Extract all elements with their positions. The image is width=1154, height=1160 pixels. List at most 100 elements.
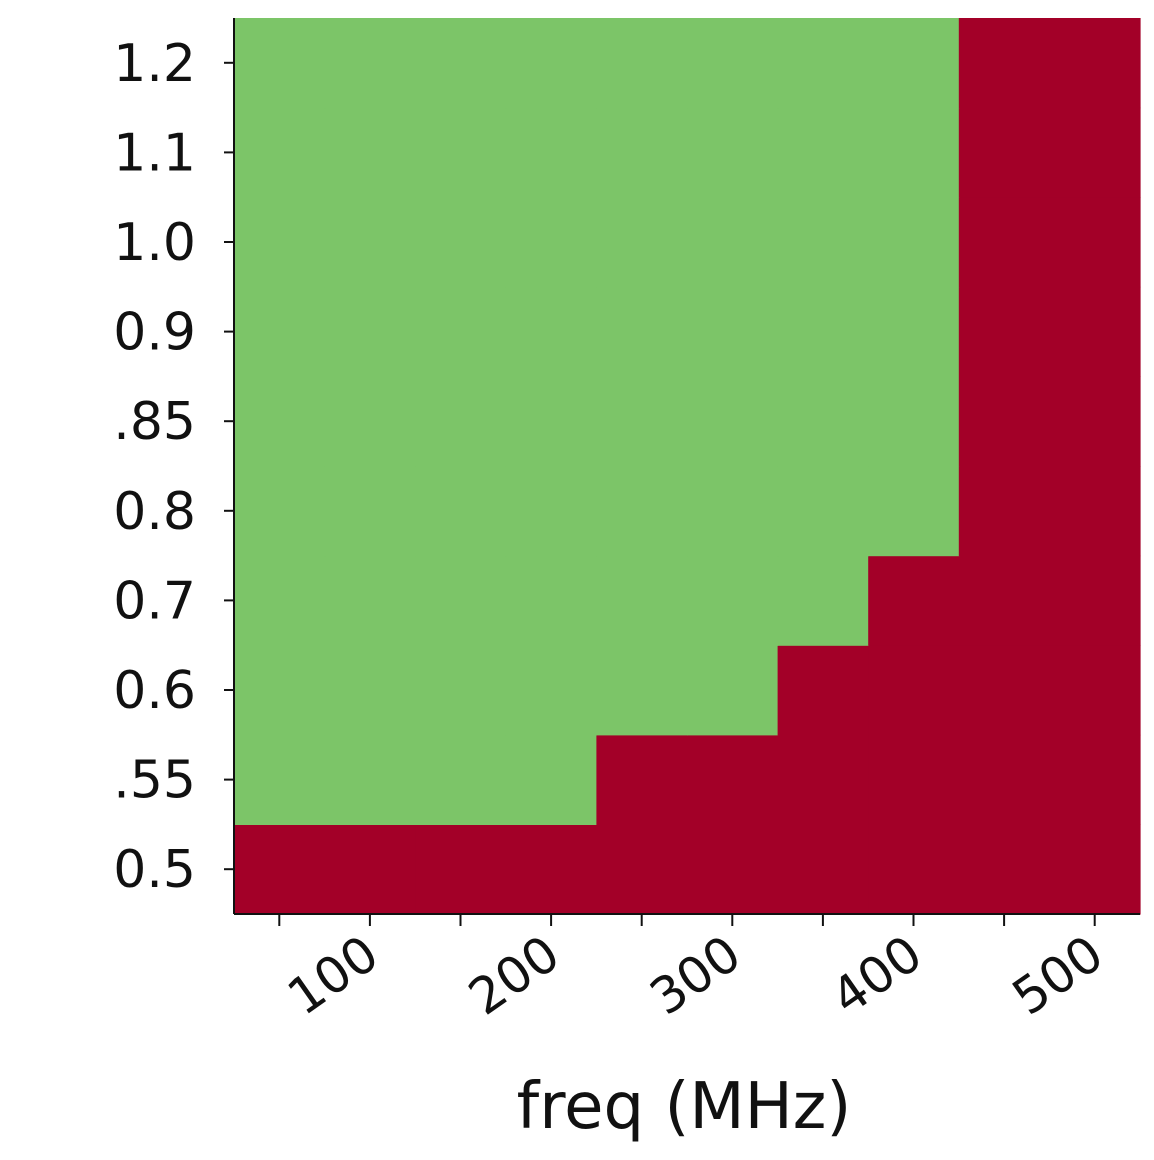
heatmap-cell-pass <box>596 376 688 467</box>
heatmap-cell-fail <box>868 555 960 646</box>
heatmap-cell-fail <box>234 824 326 915</box>
heatmap-cell-fail <box>324 824 416 915</box>
heatmap-cell-pass <box>415 286 507 377</box>
heatmap-cell-fail <box>1049 107 1141 198</box>
heatmap-cell-fail <box>596 734 688 825</box>
x-tick-label: 100 <box>277 924 388 1026</box>
heatmap-cell-pass <box>324 107 416 198</box>
x-tick-label: 300 <box>640 924 751 1026</box>
y-tick-label: .85 <box>113 392 196 452</box>
heatmap-cell-pass <box>868 18 960 109</box>
heatmap-cell-pass <box>505 286 597 377</box>
heatmap-cell-fail <box>958 555 1050 646</box>
heatmap-cell-fail <box>1049 18 1141 109</box>
x-tick-label: 500 <box>1002 924 1113 1026</box>
y-tick-label: 0.7 <box>113 571 196 631</box>
heatmap-cell-fail <box>1049 466 1141 557</box>
heatmap-cell-fail <box>415 824 507 915</box>
y-tick-label: .55 <box>113 751 196 811</box>
chart-axes <box>233 18 1140 915</box>
heatmap-cell-fail <box>958 645 1050 736</box>
heatmap-cell-pass <box>596 555 688 646</box>
heatmap-cell-pass <box>415 466 507 557</box>
heatmap-cell-pass <box>234 18 326 109</box>
heatmap-cell-pass <box>234 645 326 736</box>
heatmap-cell-pass <box>596 197 688 288</box>
heatmap-cell-fail <box>958 107 1050 198</box>
heatmap-cell-fail <box>958 376 1050 467</box>
heatmap-cell-fail <box>1049 197 1141 288</box>
heatmap-cell-fail <box>958 466 1050 557</box>
x-tick-label: 400 <box>821 924 932 1026</box>
y-axis-ticks: 0.5 .55 0.6 0.7 0.8 .85 0.9 1.0 1.1 1.2 <box>113 34 234 900</box>
heatmap-cell-pass <box>324 645 416 736</box>
heatmap-cell-pass <box>596 107 688 198</box>
heatmap-cell-pass <box>324 197 416 288</box>
heatmap-cell-pass <box>596 18 688 109</box>
heatmap-cell-pass <box>415 645 507 736</box>
heatmap-cell-pass <box>777 286 869 377</box>
heatmap-cell-pass <box>505 197 597 288</box>
heatmap-cell-pass <box>415 376 507 467</box>
heatmap-cell-pass <box>777 555 869 646</box>
heatmap-cell-fail <box>1049 555 1141 646</box>
x-axis-label: freq (MHz) <box>517 1070 852 1144</box>
x-tick-label: 200 <box>459 924 570 1026</box>
heatmap-cell-fail <box>958 824 1050 915</box>
heatmap-cell-pass <box>777 197 869 288</box>
heatmap-cell-pass <box>687 286 779 377</box>
heatmap-cells <box>234 18 1141 915</box>
heatmap-cell-pass <box>415 734 507 825</box>
heatmap-cell-pass <box>234 555 326 646</box>
heatmap-cell-pass <box>324 734 416 825</box>
heatmap-cell-pass <box>324 286 416 377</box>
heatmap-cell-pass <box>687 466 779 557</box>
heatmap-cell-pass <box>324 555 416 646</box>
y-tick-label: 0.5 <box>113 840 196 900</box>
heatmap-cell-pass <box>505 18 597 109</box>
heatmap-cell-fail <box>958 734 1050 825</box>
heatmap-cell-pass <box>596 466 688 557</box>
heatmap-cell-pass <box>777 376 869 467</box>
heatmap-cell-pass <box>687 107 779 198</box>
heatmap-cell-pass <box>596 286 688 377</box>
heatmap-cell-pass <box>234 197 326 288</box>
y-tick-label: 1.0 <box>113 213 196 273</box>
heatmap-cell-fail <box>1049 645 1141 736</box>
heatmap-cell-pass <box>505 555 597 646</box>
heatmap-cell-fail <box>505 824 597 915</box>
x-axis-ticks: 100 200 300 400 500 <box>277 914 1114 1027</box>
heatmap-cell-pass <box>868 466 960 557</box>
y-tick-label: 0.9 <box>113 303 196 363</box>
heatmap-cell-pass <box>687 197 779 288</box>
heatmap-cell-fail <box>868 645 960 736</box>
heatmap-cell-pass <box>324 376 416 467</box>
heatmap-cell-pass <box>505 466 597 557</box>
heatmap-cell-fail <box>1049 376 1141 467</box>
heatmap-cell-pass <box>596 645 688 736</box>
heatmap-cell-fail <box>777 734 869 825</box>
heatmap-cell-fail <box>1049 286 1141 377</box>
heatmap-cell-fail <box>596 824 688 915</box>
heatmap-cell-pass <box>324 466 416 557</box>
heatmap-cell-pass <box>868 286 960 377</box>
y-tick-label: 1.2 <box>113 34 196 94</box>
heatmap-cell-pass <box>687 18 779 109</box>
heatmap-cell-fail <box>1049 734 1141 825</box>
heatmap-cell-pass <box>777 466 869 557</box>
heatmap-cell-pass <box>687 645 779 736</box>
heatmap-cell-pass <box>868 197 960 288</box>
heatmap-cell-pass <box>777 107 869 198</box>
heatmap-cell-pass <box>505 734 597 825</box>
heatmap-cell-pass <box>415 197 507 288</box>
heatmap-cell-pass <box>687 376 779 467</box>
heatmap-cell-pass <box>234 286 326 377</box>
heatmap-cell-pass <box>505 107 597 198</box>
heatmap-cell-pass <box>324 18 416 109</box>
y-tick-label: 1.1 <box>113 123 196 183</box>
heatmap-cell-fail <box>687 824 779 915</box>
heatmap-cell-fail <box>958 286 1050 377</box>
heatmap-cell-fail <box>1049 824 1141 915</box>
heatmap-cell-pass <box>234 466 326 557</box>
